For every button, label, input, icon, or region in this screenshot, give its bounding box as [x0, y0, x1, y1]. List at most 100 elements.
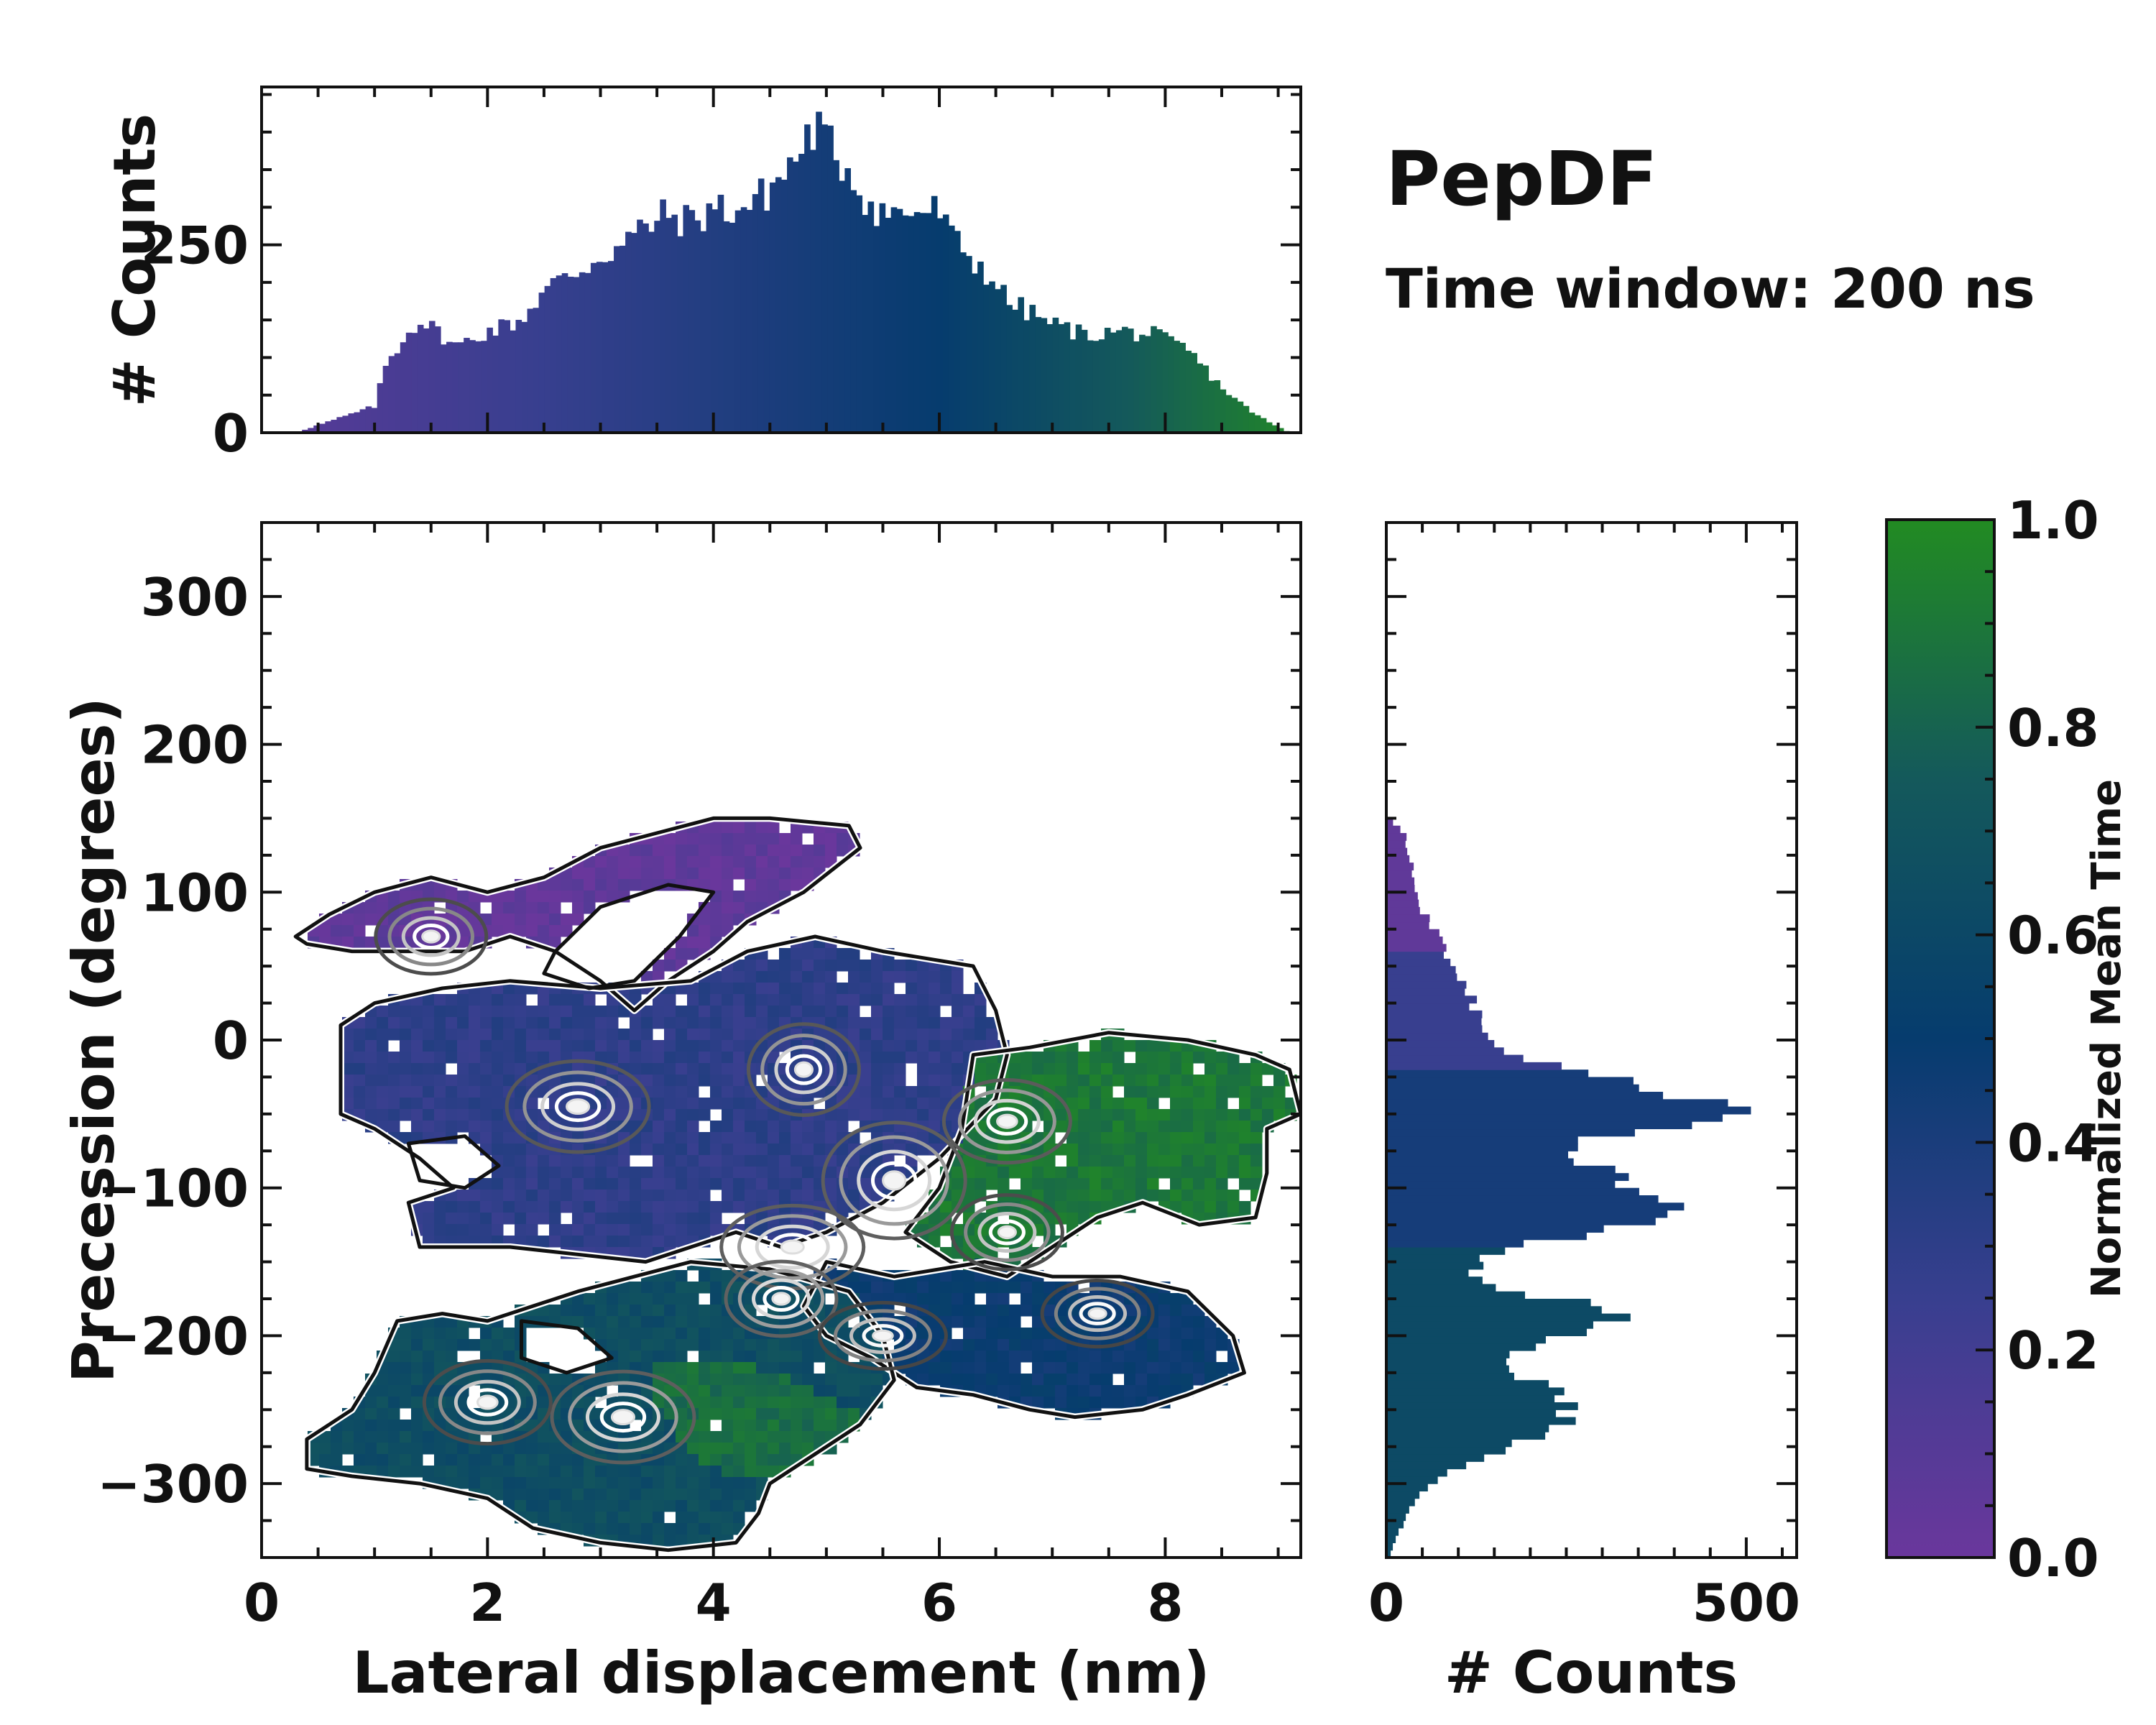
top-histogram-bar	[793, 161, 799, 433]
heatmap-cell	[641, 868, 653, 880]
heatmap-cell	[630, 1466, 642, 1478]
heatmap-cell	[1262, 1098, 1274, 1110]
heatmap-cell	[653, 1500, 665, 1512]
heatmap-cell	[503, 1454, 515, 1466]
heatmap-cell	[687, 1512, 699, 1524]
heatmap-cell	[411, 1121, 423, 1133]
top-histogram-bar	[498, 319, 505, 433]
heatmap-cell	[1055, 1374, 1067, 1386]
heatmap-cell	[894, 1029, 906, 1041]
heatmap-cell	[733, 994, 745, 1006]
heatmap-cell	[549, 1374, 561, 1386]
heatmap-cell	[791, 1351, 803, 1363]
heatmap-cell	[630, 1190, 642, 1202]
heatmap-cell	[1216, 1362, 1228, 1374]
heatmap-cell	[1112, 1155, 1125, 1167]
heatmap-cell	[733, 1190, 745, 1202]
top-histogram-bar	[890, 207, 898, 433]
heatmap-cell	[733, 1121, 745, 1133]
heatmap-cell	[779, 1454, 791, 1466]
heatmap-cell	[1135, 1063, 1148, 1075]
heatmap-cell	[411, 1017, 423, 1029]
heatmap-cell	[618, 1167, 630, 1179]
heatmap-cell	[768, 1017, 780, 1029]
heatmap-cell	[745, 1420, 757, 1432]
heatmap-cell	[710, 1523, 722, 1535]
heatmap-cell	[952, 1316, 964, 1328]
heatmap-cell	[446, 1201, 458, 1213]
heatmap-cell	[618, 879, 630, 891]
heatmap-cell	[998, 1178, 1010, 1190]
heatmap-cell	[733, 1443, 745, 1455]
colorbar-tick-label: 0.0	[2007, 1528, 2099, 1588]
heatmap-cell	[549, 879, 561, 891]
heatmap-cell	[710, 1282, 722, 1294]
heatmap-cell	[1021, 1052, 1033, 1064]
heatmap-cell	[342, 1075, 354, 1087]
heatmap-cell	[952, 1178, 964, 1190]
heatmap-cell	[538, 902, 550, 914]
heatmap-cell	[595, 891, 607, 903]
heatmap-cell	[894, 1086, 906, 1098]
heatmap-cell	[802, 1397, 814, 1409]
heatmap-cell	[699, 1006, 711, 1018]
heatmap-cell	[676, 1121, 688, 1133]
heatmap-cell	[710, 971, 722, 983]
top-y-tick-label: 0	[213, 403, 249, 464]
heatmap-cell	[618, 1489, 630, 1501]
heatmap-cell	[710, 856, 722, 868]
heatmap-cell	[1032, 1339, 1044, 1351]
heatmap-cell	[653, 1523, 665, 1535]
heatmap-cell	[745, 1006, 757, 1018]
heatmap-cell	[618, 1040, 630, 1052]
heatmap-cell	[883, 960, 895, 972]
heatmap-cell	[975, 1063, 987, 1075]
top-histogram-bar	[683, 205, 690, 433]
heatmap-cell	[400, 1420, 412, 1432]
heatmap-cell	[503, 1190, 515, 1202]
heatmap-cell	[630, 1282, 642, 1294]
heatmap-cell	[699, 879, 711, 891]
heatmap-cell	[975, 1362, 987, 1374]
heatmap-cell	[722, 1339, 734, 1351]
heatmap-cell	[653, 845, 665, 857]
heatmap-cell	[584, 1236, 596, 1248]
heatmap-cell	[1032, 1063, 1044, 1075]
heatmap-cell	[423, 1431, 435, 1443]
heatmap-cell	[1181, 1086, 1194, 1098]
heatmap-cell	[860, 1017, 872, 1029]
heatmap-cell	[906, 983, 918, 995]
heatmap-cell	[917, 1098, 929, 1110]
heatmap-cell	[676, 1075, 688, 1087]
heatmap-cell	[837, 1006, 849, 1018]
heatmap-cell	[446, 1454, 458, 1466]
heatmap-cell	[986, 1351, 998, 1363]
heatmap-cell	[802, 1362, 814, 1374]
heatmap-cell	[388, 1121, 400, 1133]
heatmap-cell	[515, 1454, 527, 1466]
heatmap-cell	[561, 1155, 573, 1167]
heatmap-cell	[664, 1431, 676, 1443]
heatmap-cell	[572, 1408, 584, 1420]
right-histogram-bar	[1386, 1113, 1723, 1122]
heatmap-cell	[768, 1167, 780, 1179]
heatmap-cell	[377, 1098, 389, 1110]
heatmap-cell	[1067, 1362, 1079, 1374]
heatmap-cell	[676, 1512, 688, 1524]
heatmap-cell	[814, 1144, 826, 1156]
right-histogram-bar	[1386, 862, 1414, 871]
heatmap-cell	[791, 868, 803, 880]
heatmap-cell	[779, 1351, 791, 1363]
figure-title: PepDF	[1386, 135, 1658, 223]
heatmap-cell	[388, 1098, 400, 1110]
heatmap-cell	[607, 1190, 619, 1202]
heatmap-cell	[1124, 1144, 1136, 1156]
heatmap-cell	[745, 845, 757, 857]
heatmap-cell	[526, 1443, 538, 1455]
heatmap-cell	[1089, 1052, 1102, 1064]
heatmap-cell	[952, 1224, 964, 1236]
heatmap-cell	[722, 1075, 734, 1087]
heatmap-cell	[940, 971, 952, 983]
heatmap-cell	[722, 1178, 734, 1190]
